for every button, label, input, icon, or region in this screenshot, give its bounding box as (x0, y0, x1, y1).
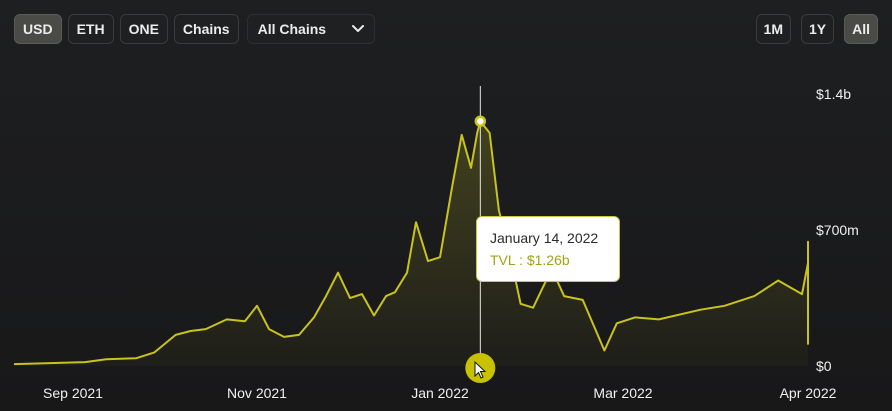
usd-button[interactable]: USD (14, 14, 62, 44)
chevron-down-icon (352, 25, 365, 32)
denomination-toolbar: USD ETH ONE Chains All Chains (14, 14, 376, 44)
y-tick-label: $0 (816, 358, 832, 374)
x-tick-label: Apr 2022 (780, 385, 837, 401)
highlight-point (474, 115, 487, 127)
x-tick-label: Jan 2022 (411, 385, 469, 401)
tooltip-date: January 14, 2022 (490, 230, 599, 246)
range-1m-button[interactable]: 1M (755, 14, 791, 44)
x-tick-label: Mar 2022 (593, 385, 652, 401)
y-tick-label: $1.4b (816, 86, 851, 102)
time-range-toolbar: 1M 1Y All (755, 14, 878, 44)
tooltip-value: TVL : $1.26b (490, 252, 570, 268)
one-button[interactable]: ONE (119, 14, 168, 44)
tvl-line (13, 120, 809, 366)
chain-select[interactable]: All Chains (246, 14, 376, 44)
range-1y-button[interactable]: 1Y (800, 14, 835, 44)
chart-tooltip: January 14, 2022 TVL : $1.26b (476, 216, 620, 282)
y-tick-label: $700m (816, 222, 859, 238)
eth-button[interactable]: ETH (67, 14, 114, 44)
chain-select-value: All Chains (257, 21, 327, 37)
x-tick-label: Sep 2021 (43, 385, 103, 401)
range-all-button[interactable]: All (844, 14, 878, 44)
cursor-icon (474, 360, 487, 379)
tvl-area (14, 121, 808, 366)
chains-button[interactable]: Chains (173, 14, 239, 44)
x-tick-label: Nov 2021 (227, 385, 287, 401)
